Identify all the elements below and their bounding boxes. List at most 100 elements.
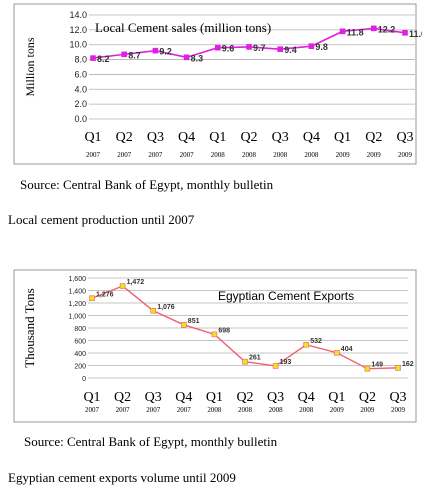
data-label: 11.8 [347,27,364,37]
chart1-source-note: Source: Central Bank of Egypt, monthly b… [20,177,274,192]
y-axis-label: Thousand Tons [22,288,37,367]
y-tick-label: 200 [74,364,86,371]
data-label: 9.6 [222,44,235,54]
data-point [402,30,408,36]
chart1-caption: Local cement production until 2007 [8,212,195,227]
data-point [277,46,284,52]
x-year-label: 2007 [148,151,163,159]
y-tick-label: 400 [74,351,86,358]
x-year-label: 2009 [391,406,406,414]
data-label: 1,276 [96,291,114,298]
x-tick-label: Q1 [206,390,223,405]
y-tick-label: 0 [82,376,86,383]
x-tick-label: Q3 [145,390,162,405]
data-point [119,283,126,289]
data-label: 532 [310,338,322,345]
x-year-label: 2009 [367,151,382,159]
data-label: 851 [188,318,200,325]
x-year-label: 2008 [242,151,257,159]
y-tick-label: 6.0 [74,69,87,79]
data-label: 162 [402,361,414,368]
data-point [89,295,95,302]
data-label: 1,076 [157,304,175,311]
data-label: 9.4 [284,45,297,55]
y-tick-label: 14.0 [69,10,87,20]
data-point [121,51,127,58]
data-point [272,363,279,369]
x-year-label: 2008 [211,151,226,159]
x-year-label: 2007 [85,406,100,414]
x-tick-label: Q2 [240,130,257,145]
data-label: 11.6 [409,29,422,39]
x-tick-label: Q3 [396,130,413,145]
x-tick-label: Q1 [334,130,351,145]
chart-title: Local Cement sales (million tons) [95,20,271,35]
data-point [183,54,190,61]
data-point [370,25,377,32]
chart-frame [13,269,417,423]
data-point [364,365,371,372]
data-label: 404 [341,346,353,353]
x-tick-label: Q1 [209,130,226,145]
data-label: 149 [371,362,383,369]
data-point [215,44,221,51]
x-tick-label: Q3 [272,130,289,145]
data-label: 9.7 [253,43,266,53]
data-label: 1,472 [127,279,145,286]
x-year-label: 2008 [273,151,288,159]
data-label: 8.7 [128,50,141,60]
x-year-label: 2007 [86,151,101,159]
data-point [152,47,159,54]
chart-title: Egyptian Cement Exports [218,289,354,303]
x-tick-label: Q2 [365,130,382,145]
y-axis-label: Million tons [23,37,37,96]
data-label: 9.2 [159,47,172,57]
y-tick-label: 12.0 [69,25,87,35]
x-tick-label: Q2 [359,390,376,405]
x-tick-label: Q1 [328,390,345,405]
x-tick-label: Q2 [114,390,131,405]
x-year-label: 2009 [398,151,413,159]
data-point [181,322,187,328]
data-label: 193 [280,359,292,366]
x-tick-label: Q2 [116,130,133,145]
data-label: 9.8 [315,42,328,52]
x-year-label: 2008 [238,406,253,414]
x-tick-label: Q1 [83,390,100,405]
cement-exports-chart: 0 200 400 600 800 1,000 1,200 1,400 1,600 Thousan… [13,269,417,423]
x-tick-label: Q4 [303,130,320,145]
y-tick-label: 2.0 [74,99,87,109]
x-year-label: 2009 [330,406,345,414]
x-tick-label: Q3 [267,390,284,405]
data-point [339,28,346,35]
x-year-label: 2007 [180,151,195,159]
data-point [333,349,340,356]
y-tick-label: 0.0 [74,114,87,124]
x-tick-label: Q4 [175,390,192,405]
y-tick-label: 1,200 [68,301,86,308]
data-point [246,44,252,50]
x-year-label: 2007 [117,151,132,159]
data-point [395,365,401,371]
x-year-label: 2008 [269,406,284,414]
y-tick-label: 1,600 [68,276,86,283]
chart2-caption: Egyptian cement exports volume until 200… [8,470,236,485]
y-tick-label: 10.0 [69,40,87,50]
x-year-label: 2008 [304,151,319,159]
chart2-source-note: Source: Central Bank of Egypt, monthly b… [24,434,278,449]
x-tick-label: Q1 [84,130,101,145]
data-point [308,43,315,50]
x-tick-label: Q4 [298,390,315,405]
x-year-label: 2008 [299,406,314,414]
y-tick-label: 4.0 [74,84,87,94]
x-year-label: 2007 [177,406,192,414]
y-tick-label: 1,400 [68,289,86,296]
data-point [90,55,96,61]
data-point [303,341,310,348]
data-label: 698 [218,327,230,334]
x-year-label: 2007 [116,406,131,414]
data-point [150,307,156,314]
x-tick-label: Q3 [389,390,406,405]
data-point [211,331,218,338]
data-label: 8.3 [191,53,204,63]
